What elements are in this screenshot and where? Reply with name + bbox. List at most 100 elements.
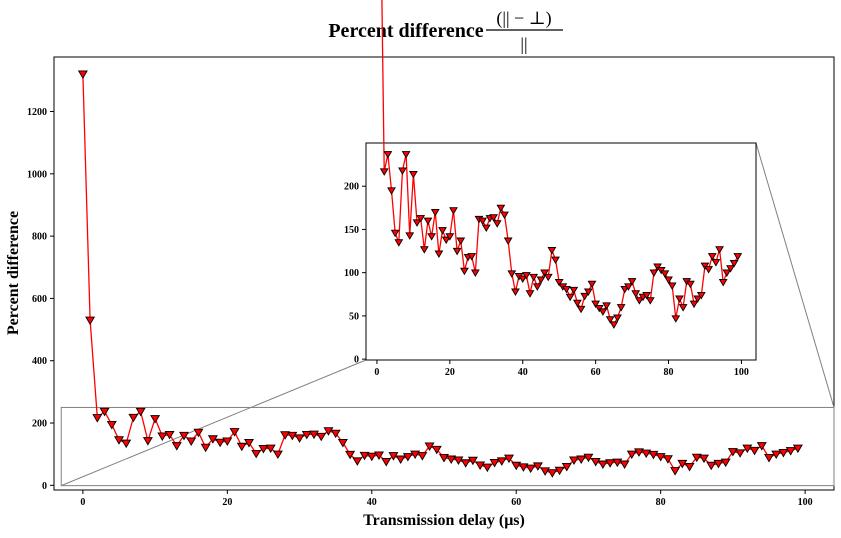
inset-data-point xyxy=(525,290,535,298)
main-data-point xyxy=(179,431,189,441)
main-data-point xyxy=(771,450,782,460)
main-data-point xyxy=(85,316,96,326)
inset-data-point xyxy=(529,273,539,282)
inset-data-point xyxy=(478,217,488,226)
inset-data-point xyxy=(434,250,444,258)
inset-data-point xyxy=(649,269,659,277)
main-data-point xyxy=(547,469,558,478)
inset-data-point xyxy=(489,214,498,222)
inset-data-point xyxy=(430,209,440,217)
inset-data-point xyxy=(460,267,469,276)
main-data-point xyxy=(128,413,139,423)
main-data-point xyxy=(395,455,406,465)
inset-data-point xyxy=(449,207,458,215)
main-data-point xyxy=(439,454,449,463)
inset-data-point xyxy=(675,295,684,303)
main-data-point xyxy=(323,427,334,436)
inset-data-point xyxy=(583,288,593,297)
inset-data-point xyxy=(441,236,451,245)
inset-data-point xyxy=(733,253,743,261)
inset-data-point xyxy=(521,272,531,280)
inset-data-point xyxy=(562,285,571,294)
inset-data-point xyxy=(470,269,480,277)
inset-data-point xyxy=(500,211,509,220)
inset-data-point xyxy=(565,293,575,302)
inset-data-point xyxy=(686,280,695,289)
inset-data-point xyxy=(726,265,735,273)
main-data-point xyxy=(670,467,681,476)
main-data-point xyxy=(764,454,774,463)
inset-x-tick-label: 60 xyxy=(591,367,601,378)
inset-data-point xyxy=(605,316,615,324)
inset-data-point xyxy=(587,280,597,289)
inset-data-point xyxy=(613,314,622,322)
main-data-point xyxy=(330,429,341,439)
zoom-indicator xyxy=(60,142,835,487)
main-data-point xyxy=(590,458,601,467)
main-data-point xyxy=(561,463,572,472)
inset-data-point xyxy=(609,321,619,329)
main-data-point xyxy=(337,439,348,448)
inset-data-point xyxy=(398,167,407,175)
main-data-point xyxy=(171,442,182,451)
inset-data-point xyxy=(405,232,415,240)
main-plot-frame xyxy=(53,56,835,491)
inset-data-point xyxy=(718,279,728,287)
inset-data-point xyxy=(532,283,542,291)
main-data-point xyxy=(446,455,457,465)
inset-data-point xyxy=(620,285,630,294)
inset-data-point xyxy=(711,259,721,267)
inset-data-point xyxy=(467,253,477,261)
inset-data-point xyxy=(412,219,422,227)
inset-data-point xyxy=(387,187,396,195)
inset-data-point xyxy=(627,278,637,286)
main-data-point xyxy=(309,430,319,440)
main-data-point xyxy=(265,444,276,454)
inset-data-point xyxy=(660,270,670,278)
main-data-point xyxy=(525,464,536,474)
inset-data-point xyxy=(722,269,732,277)
inset-x-tick-label: 20 xyxy=(445,367,455,378)
inset-data-point xyxy=(624,283,633,291)
main-data-point xyxy=(792,444,803,454)
main-data-point xyxy=(742,444,753,454)
inset-data-point xyxy=(427,233,436,241)
inset-data-point xyxy=(518,275,528,284)
inset-series-line xyxy=(381,0,739,326)
inset-data-point xyxy=(416,215,426,223)
main-data-point xyxy=(597,460,608,470)
main-data-point xyxy=(215,438,226,448)
inset-data-point xyxy=(438,227,447,235)
inset-data-point xyxy=(445,233,455,241)
main-data-point xyxy=(720,458,731,468)
inset-data-point xyxy=(576,305,586,314)
main-data-point xyxy=(475,461,486,470)
main-data-point xyxy=(576,455,587,465)
main-data-point xyxy=(677,459,688,469)
inset-data-point xyxy=(547,247,557,255)
main-data-point xyxy=(121,439,132,449)
inset-data-point xyxy=(401,151,411,159)
inset-x-tick-label: 40 xyxy=(518,367,528,378)
main-data-point xyxy=(511,461,522,471)
main-data-point xyxy=(504,454,514,464)
main-data-point xyxy=(540,467,551,476)
inset-data-point xyxy=(580,292,590,301)
zoom-connector-left xyxy=(61,359,367,487)
main-data-point xyxy=(727,448,738,457)
main-data-point xyxy=(352,457,363,466)
main-data-point xyxy=(280,431,291,440)
main-data-point xyxy=(496,457,507,466)
main-data-point xyxy=(735,449,746,458)
main-data-point xyxy=(236,442,247,452)
inset-data-point xyxy=(503,237,513,246)
main-data-point xyxy=(684,463,695,472)
inset-data-point xyxy=(496,204,506,213)
main-data-point xyxy=(706,461,717,471)
main-y-tick-label: 600 xyxy=(32,294,47,305)
zoom-connector-right xyxy=(755,142,835,408)
inset-data-point xyxy=(551,256,560,265)
main-data-point xyxy=(272,450,283,460)
inset-data-point xyxy=(573,299,582,308)
main-x-tick-label: 40 xyxy=(367,497,377,508)
